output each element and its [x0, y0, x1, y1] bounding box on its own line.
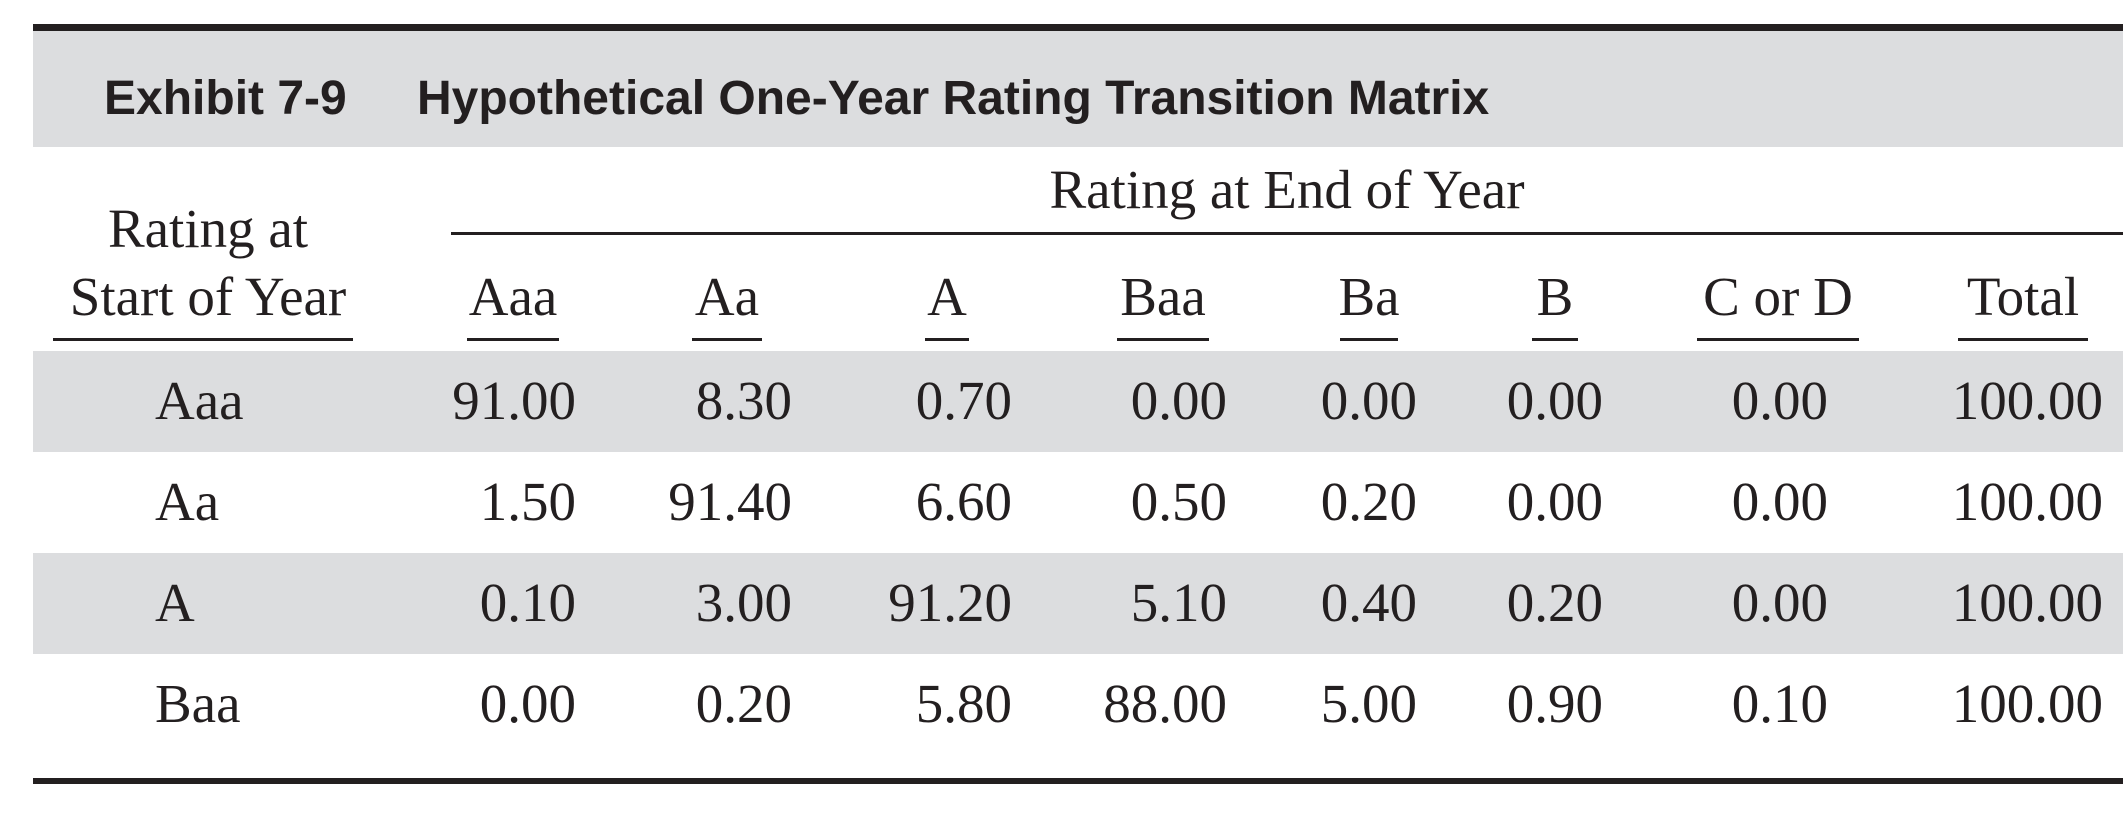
table-cell: 100.00	[1951, 471, 2103, 532]
row-header-rule	[53, 338, 353, 341]
table-cell: 5.10	[1130, 572, 1227, 633]
table-cell: 0.10	[479, 572, 576, 633]
table-cell: 0.00	[1506, 471, 1603, 532]
table-cell: 0.20	[695, 673, 792, 734]
table-cell: 0.00	[1731, 471, 1828, 532]
column-header: Total	[1966, 266, 2080, 327]
column-header-rule	[692, 338, 762, 341]
column-header: Baa	[1120, 266, 1206, 327]
table-cell: 8.30	[695, 370, 792, 431]
column-header: A	[927, 266, 967, 327]
table-cell: 100.00	[1951, 572, 2103, 633]
title-band: Exhibit 7-9 Hypothetical One-Year Rating…	[33, 31, 2123, 147]
table-cell: 0.90	[1506, 673, 1603, 734]
row-shading-band	[33, 553, 2123, 654]
row-label: Aaa	[155, 370, 244, 431]
row-shading-band	[33, 351, 2123, 452]
table-cell: 3.00	[695, 572, 792, 633]
column-header-rule	[467, 338, 559, 341]
table-cell: 0.20	[1506, 572, 1603, 633]
column-header-rule	[1958, 338, 2088, 341]
table-cell: 91.00	[452, 370, 576, 431]
table-cell: 6.60	[915, 471, 1012, 532]
column-header: Aa	[694, 266, 760, 327]
table-cell: 0.70	[915, 370, 1012, 431]
column-header: Aaa	[468, 266, 558, 327]
row-label: Baa	[155, 673, 241, 734]
table-cell: 0.50	[1130, 471, 1227, 532]
exhibit-table: Exhibit 7-9 Hypothetical One-Year Rating…	[33, 24, 2123, 784]
row-header-line-1: Rating at	[107, 198, 309, 259]
column-header-rule	[925, 338, 969, 341]
table-cell: 91.40	[668, 471, 792, 532]
column-group-header: Rating at End of Year	[1049, 159, 1525, 220]
column-header-rule	[1532, 338, 1578, 341]
column-header-rule	[1117, 338, 1209, 341]
table-cell: 0.20	[1320, 471, 1417, 532]
table-cell: 100.00	[1951, 673, 2103, 734]
table-cell: 0.00	[1731, 572, 1828, 633]
table-cell: 0.40	[1320, 572, 1417, 633]
exhibit-title: Hypothetical One-Year Rating Transition …	[417, 72, 1490, 125]
column-header-rule	[1697, 338, 1859, 341]
table-cell: 0.00	[479, 673, 576, 734]
row-header-line-2: Start of Year	[69, 266, 347, 327]
row-label: A	[155, 572, 195, 633]
table-cell: 0.10	[1731, 673, 1828, 734]
bottom-rule	[33, 778, 2123, 784]
column-header: B	[1536, 266, 1574, 327]
table-cell: 0.00	[1506, 370, 1603, 431]
table-cell: 0.00	[1320, 370, 1417, 431]
table-cell: 5.00	[1320, 673, 1417, 734]
top-rule	[33, 24, 2123, 31]
exhibit-number: Exhibit 7-9	[104, 72, 347, 125]
column-header-rule	[1340, 338, 1398, 341]
row-label: Aa	[155, 471, 220, 532]
table-cell: 1.50	[479, 471, 576, 532]
column-header: C or D	[1703, 266, 1853, 327]
table-cell: 0.00	[1731, 370, 1828, 431]
table-cell: 0.00	[1130, 370, 1227, 431]
table-cell: 5.80	[915, 673, 1012, 734]
column-group-rule	[451, 232, 2123, 235]
column-header: Ba	[1338, 266, 1400, 327]
table-cell: 88.00	[1103, 673, 1227, 734]
table-cell: 100.00	[1951, 370, 2103, 431]
table-cell: 91.20	[888, 572, 1012, 633]
